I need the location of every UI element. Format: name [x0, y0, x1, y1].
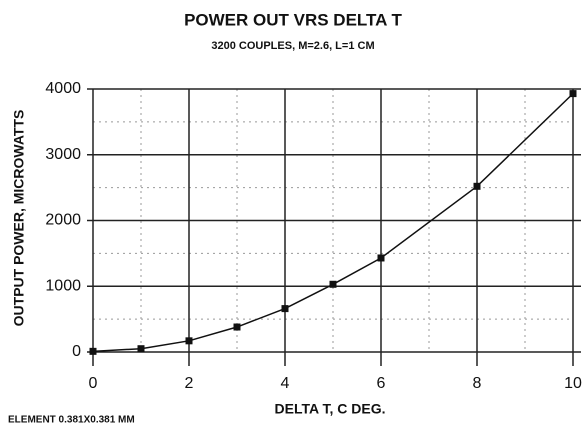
data-point — [377, 254, 385, 262]
chart-title: POWER OUT VRS DELTA T — [184, 10, 402, 29]
x-tick-label: 8 — [473, 375, 482, 392]
data-point — [473, 182, 481, 190]
data-point — [281, 305, 289, 313]
y-tick-label: 0 — [72, 343, 81, 360]
data-point — [329, 280, 337, 288]
chart-subtitle: 3200 COUPLES, M=2.6, L=1 CM — [211, 40, 374, 52]
data-point — [233, 323, 241, 331]
y-tick-label: 3000 — [45, 146, 81, 163]
x-axis-label: DELTA T, C DEG. — [275, 401, 386, 417]
data-point — [89, 347, 97, 355]
y-tick-label: 1000 — [45, 277, 81, 294]
y-tick-label: 4000 — [45, 80, 81, 97]
x-tick-label: 10 — [564, 375, 582, 392]
y-axis-label: OUTPUT POWER, MICROWATTS — [11, 110, 27, 327]
x-tick-label: 6 — [377, 375, 386, 392]
data-point — [569, 90, 577, 98]
data-point — [137, 345, 145, 353]
x-tick-label: 4 — [281, 375, 290, 392]
x-tick-label: 2 — [185, 375, 194, 392]
data-point — [185, 337, 193, 345]
annotation: ELEMENT 0.381X0.381 MM — [8, 415, 135, 426]
x-tick-label: 0 — [89, 375, 98, 392]
y-tick-label: 2000 — [45, 212, 81, 229]
